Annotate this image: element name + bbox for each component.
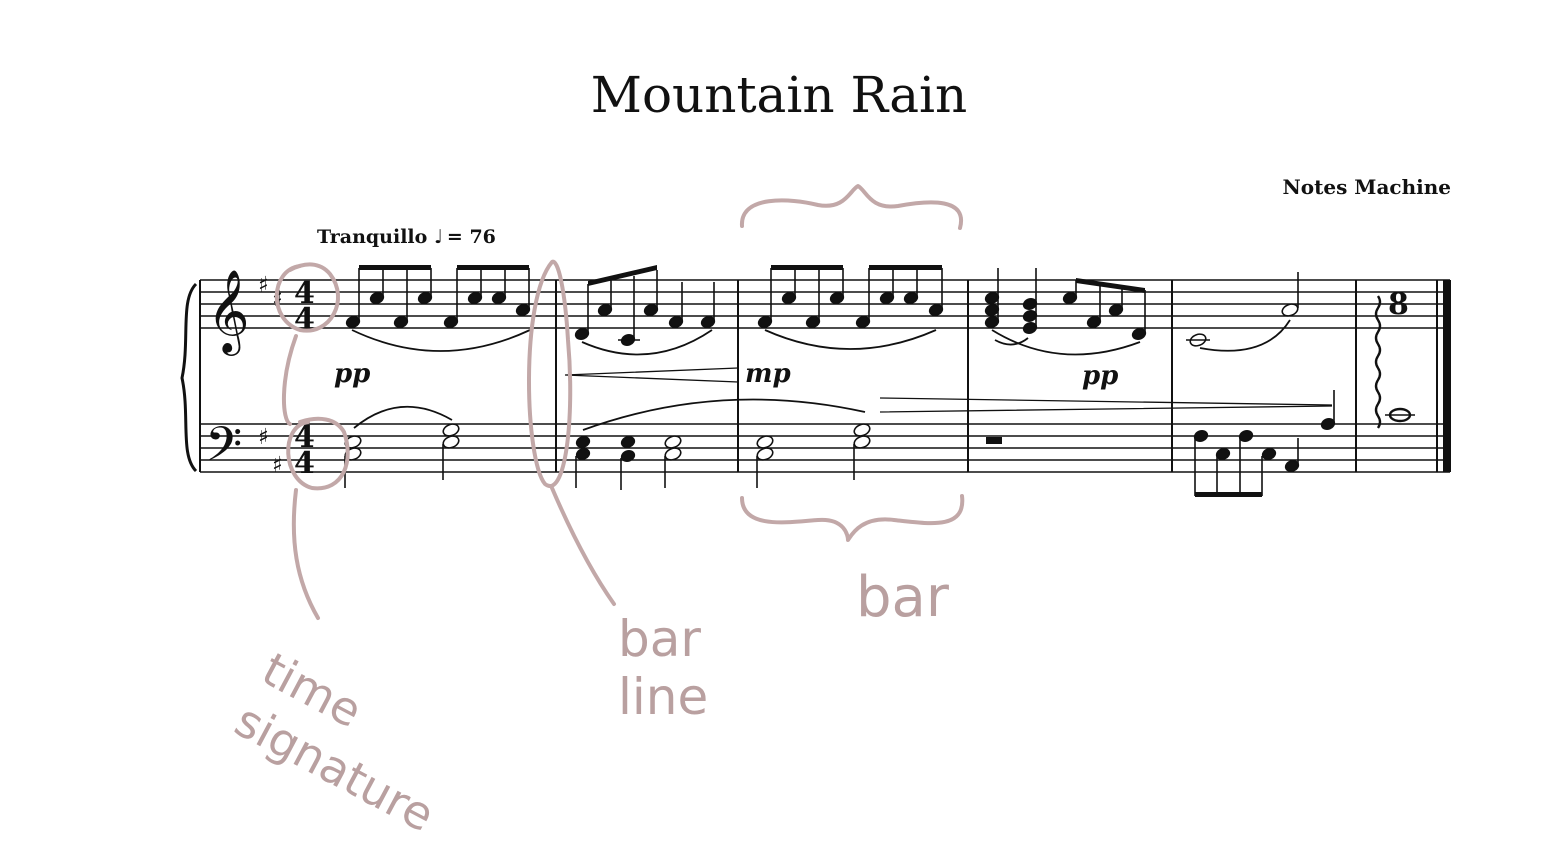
- time-signature-bottom: 4: [294, 446, 315, 481]
- bar-brace-bottom: [740, 494, 965, 542]
- half-rest-icon: [986, 437, 1002, 444]
- dynamic-marking: pp: [334, 359, 370, 389]
- annotation-bar: bar: [856, 565, 949, 630]
- treble-clef-icon: 𝄞: [207, 268, 250, 356]
- tempo-value: = 76: [446, 226, 496, 248]
- bass-key-signature-icon: ♯: [272, 453, 283, 478]
- time-signature-circle: [274, 262, 341, 333]
- annotation-connector: [291, 488, 320, 620]
- hairpin: [564, 367, 1333, 413]
- tempo-text: Tranquillo: [317, 226, 428, 248]
- tempo-marking: Tranquillo ♩ = 76: [317, 226, 496, 248]
- bass-clef-icon: 𝄢: [205, 416, 242, 484]
- time-signature-circle: [286, 416, 350, 491]
- bar-brace-top: [739, 184, 964, 230]
- arpeggio-line: [1374, 295, 1382, 429]
- tuplet-number: 8: [1388, 287, 1409, 322]
- annotation-connector: [282, 334, 298, 426]
- slurs: [351, 319, 1291, 356]
- treble-key-signature-icon: ♯: [258, 273, 269, 298]
- treble-staff: [200, 279, 1450, 329]
- annotation-connector: [550, 486, 616, 606]
- time-signature-top: 4: [294, 420, 315, 455]
- final-bar-line: [1443, 280, 1451, 472]
- annotation-drawings: [274, 184, 965, 620]
- dynamic-marking: mp: [745, 359, 791, 389]
- dynamic-marking: pp: [1082, 361, 1118, 391]
- quarter-note-icon: ♩: [433, 226, 443, 248]
- score-title: Mountain Rain: [590, 66, 968, 124]
- annotation-bar-line: bar line: [618, 610, 709, 726]
- time-signature-top: 4: [294, 276, 315, 311]
- bass-notes: [344, 390, 1412, 497]
- bass-key-signature-icon: ♯: [258, 425, 269, 450]
- composer-name: Notes Machine: [1282, 175, 1452, 199]
- slurs: [353, 398, 866, 431]
- bar-lines: [199, 280, 1438, 472]
- bar-line-oval: [527, 259, 573, 488]
- grand-staff-brace: [180, 282, 198, 473]
- treble-notes: [345, 265, 1299, 347]
